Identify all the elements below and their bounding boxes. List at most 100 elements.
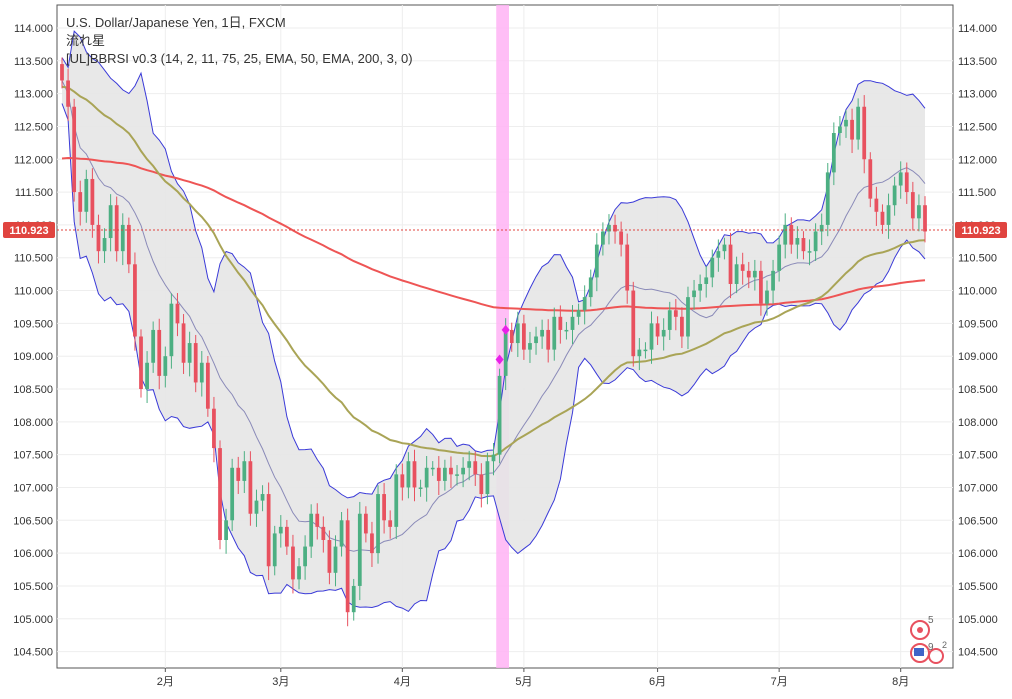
- candle-body: [133, 264, 137, 337]
- alert-icon[interactable]: 5: [910, 615, 934, 640]
- candle: [777, 235, 782, 282]
- candle: [607, 214, 611, 245]
- candle: [473, 451, 478, 486]
- candle-body: [151, 329, 156, 363]
- candle: [430, 461, 435, 476]
- candle-body: [862, 106, 867, 160]
- candle-body: [558, 316, 563, 330]
- candle-body: [643, 349, 648, 352]
- y-tick-label-right: 113.500: [958, 56, 997, 68]
- candle: [868, 152, 873, 208]
- candle-body: [716, 251, 721, 258]
- candle: [844, 110, 848, 138]
- candle-body: [278, 526, 283, 534]
- candle-body: [187, 343, 192, 363]
- candle-body: [752, 270, 757, 278]
- candle-body: [90, 178, 95, 225]
- indicator-label[interactable]: [UL]BBRSI v0.3 (14, 2, 11, 75, 25, EMA, …: [66, 51, 413, 66]
- candle-body: [461, 467, 465, 475]
- candle: [224, 508, 228, 554]
- indicator-icons[interactable]: 5 9 2: [908, 612, 952, 672]
- y-tick-label-right: 106.500: [958, 515, 998, 527]
- candle: [546, 319, 551, 363]
- candle-body: [594, 244, 599, 278]
- candle-body: [60, 64, 64, 81]
- candle: [898, 161, 903, 199]
- candle-body: [710, 257, 715, 278]
- candle-body: [497, 375, 502, 455]
- x-tick-label: 6月: [649, 676, 666, 688]
- symbol-title[interactable]: U.S. Dollar/Japanese Yen, 1日, FXCM: [66, 15, 286, 30]
- candle: [321, 516, 326, 553]
- candle-body: [491, 454, 496, 462]
- candle: [388, 510, 393, 539]
- candle-body: [303, 546, 307, 567]
- candle-body: [455, 474, 459, 476]
- candle-body: [613, 224, 617, 232]
- candle-body: [108, 205, 113, 239]
- candle-body: [923, 205, 927, 232]
- candle-body: [509, 329, 514, 344]
- candle-body: [442, 467, 447, 481]
- candle: [418, 479, 423, 497]
- candle: [704, 266, 709, 298]
- candle: [880, 204, 885, 234]
- candle-body: [777, 244, 782, 271]
- candle: [479, 463, 484, 508]
- candle: [558, 305, 563, 344]
- y-tick-label-right: 111.500: [958, 187, 996, 199]
- candle-body: [534, 336, 538, 344]
- y-tick-label-left: 107.500: [13, 450, 53, 462]
- y-tick-label-left: 105.000: [13, 614, 53, 626]
- candle-body: [917, 205, 921, 219]
- candle: [631, 281, 636, 367]
- flag-badge-small: 2: [942, 640, 947, 650]
- y-tick-label-right: 108.500: [958, 384, 998, 396]
- candle-body: [376, 494, 380, 554]
- candle: [734, 256, 739, 294]
- y-tick-label-left: 113.500: [14, 56, 53, 68]
- candle: [710, 249, 715, 288]
- candle: [333, 535, 338, 587]
- candle-body: [740, 264, 745, 271]
- last-price-text: 110.923: [961, 225, 1000, 237]
- y-tick-label-right: 107.500: [958, 450, 998, 462]
- candle: [169, 293, 174, 369]
- candle-body: [473, 461, 478, 475]
- candle-body: [145, 362, 149, 390]
- candle: [564, 321, 569, 340]
- candle: [783, 213, 788, 259]
- candle-body: [467, 461, 472, 468]
- candle-body: [297, 566, 301, 580]
- candle-body: [522, 323, 526, 350]
- y-tick-label-right: 105.000: [958, 614, 998, 626]
- x-tick-label: 4月: [394, 676, 411, 688]
- candle-body: [284, 526, 289, 547]
- candle: [303, 535, 307, 580]
- candle: [242, 451, 247, 494]
- candle: [740, 252, 745, 285]
- y-tick-label-left: 112.000: [14, 154, 53, 166]
- candle-body: [722, 244, 727, 252]
- candle: [461, 457, 465, 488]
- y-tick-label-left: 105.500: [13, 581, 53, 593]
- candle-body: [205, 362, 210, 409]
- candle: [205, 355, 210, 417]
- y-tick-label-right: 106.000: [958, 548, 998, 560]
- candle: [400, 463, 405, 501]
- candle-body: [692, 290, 696, 298]
- y-tick-label-left: 112.500: [14, 121, 53, 133]
- candle: [576, 303, 581, 325]
- candle-body: [212, 408, 216, 449]
- candle: [266, 482, 271, 581]
- candle-body: [66, 80, 70, 107]
- flag-icon[interactable]: 9 2: [910, 640, 947, 664]
- candle-body: [291, 546, 295, 580]
- candle: [765, 280, 769, 316]
- last-price-box: [955, 221, 1007, 238]
- candle-body: [698, 283, 703, 291]
- candle: [181, 314, 186, 374]
- candle: [133, 252, 137, 351]
